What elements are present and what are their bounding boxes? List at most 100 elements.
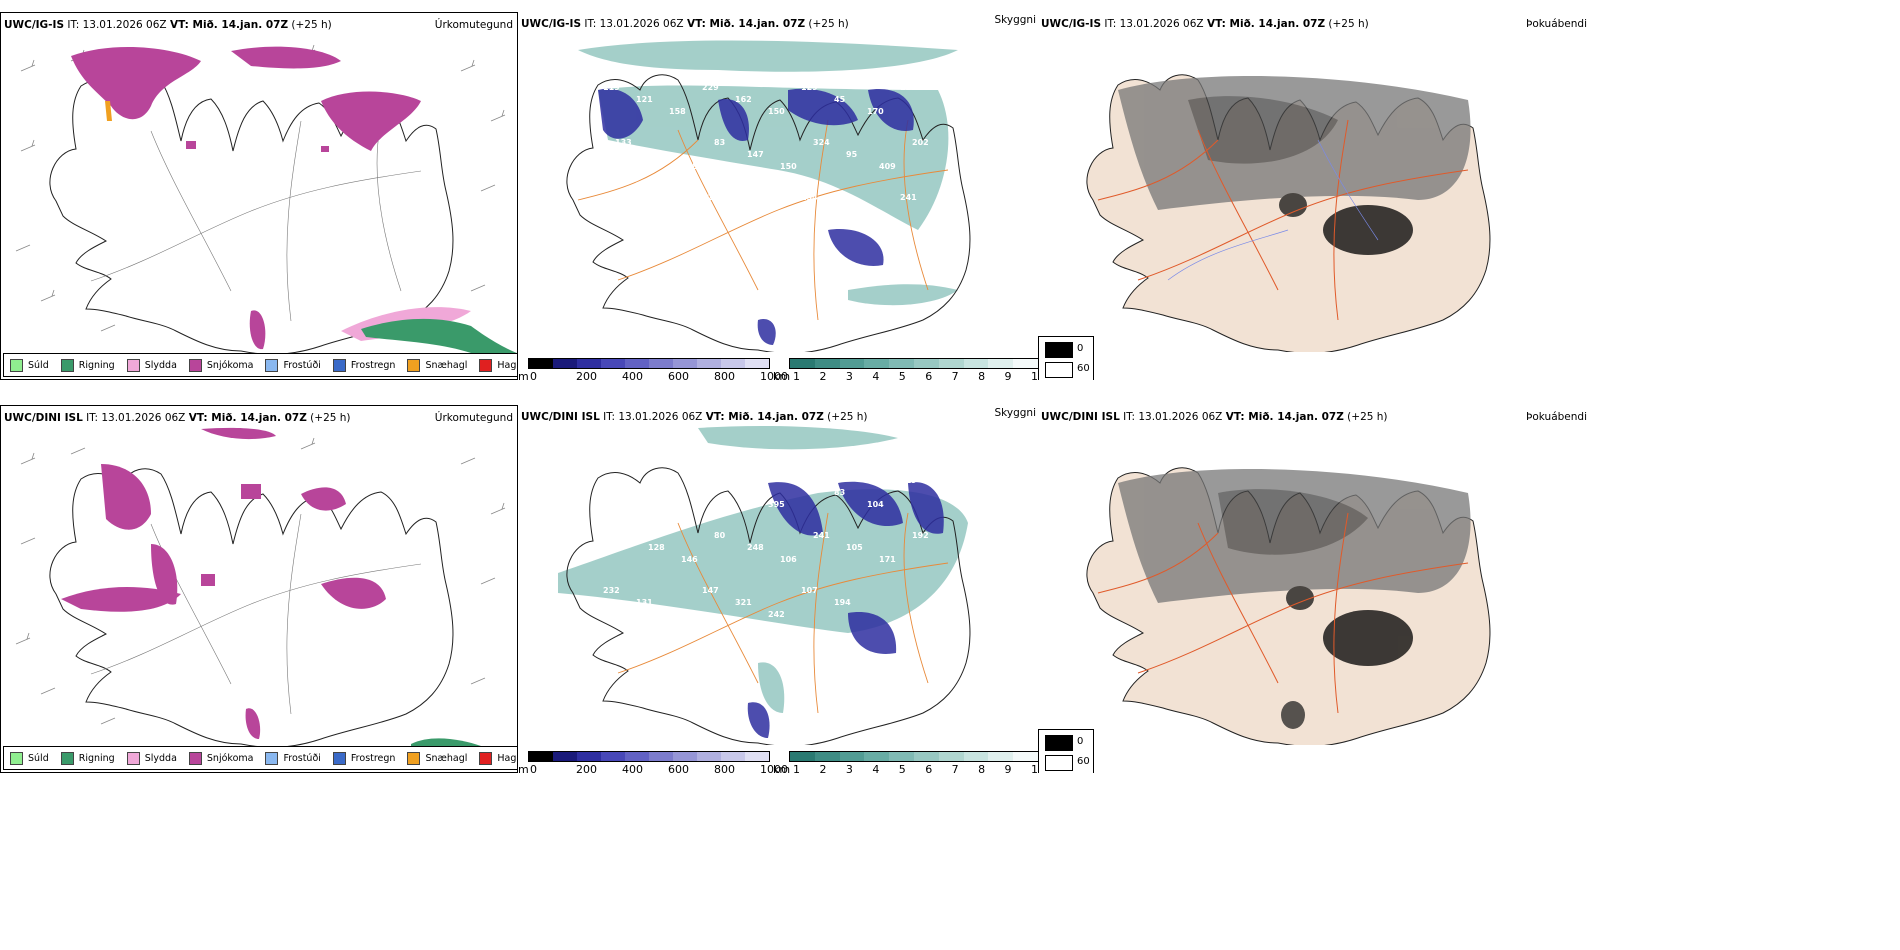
cloud-map: 116 174 133 170 124 395 80 83 104 119 121 128 146 80 2… (558, 426, 971, 745)
cloud-base-areas (747, 481, 944, 738)
cloud-base-label: 248 (747, 543, 764, 552)
cloud-base-label: 174 (636, 488, 653, 497)
colorbar-step (577, 752, 601, 761)
cloud-base-label: 45 (834, 95, 846, 104)
valid-time: VT: Mið. 14.jan. 07Z (705, 411, 824, 423)
dew-map (1086, 467, 1491, 745)
lead-time: (+25 h) (310, 412, 351, 424)
legend-swatch (407, 358, 421, 372)
colorbar-step (745, 359, 769, 368)
legend-swatch (479, 751, 493, 765)
colorbar-tick: 0 (530, 763, 537, 773)
cloud-base-label: 147 (702, 586, 719, 595)
road-lines (90, 513, 422, 715)
cloud-base-colorbar: m 0 200 400 600 800 1000 (518, 751, 788, 773)
visibility-colorbar: km 1 2 3 4 5 6 7 8 9 10 (773, 751, 1038, 773)
legend-label: Snæhagl (425, 359, 468, 371)
legend-label: Slydda (144, 359, 177, 371)
legend-swatch (407, 751, 421, 765)
colorbar-tick: 400 (622, 370, 643, 380)
cloud-base-label: 202 (912, 138, 929, 147)
legend-item: Súld (10, 358, 49, 372)
colorbar-tick: 9 (1004, 370, 1012, 380)
roads (1097, 119, 1469, 321)
legend-swatch (10, 751, 23, 765)
colorbar-tick: 4 (872, 763, 880, 773)
cloud-panel-top: UWC/IG-IS IT: 13.01.2026 06Z VT: Mið. 14… (518, 12, 1038, 380)
legend-label: Haglél (497, 359, 517, 371)
colorbar-step (839, 359, 865, 368)
fog-key-low-swatch (1045, 755, 1073, 771)
cloud-base-label: 124 (735, 488, 752, 497)
cloud-base-label: 121 (615, 531, 632, 540)
legend-swatch (188, 358, 202, 372)
colorbar-step (839, 752, 865, 761)
lead-time: (+25 h) (1328, 18, 1369, 30)
colorbar-tick: 10 (1031, 370, 1038, 380)
colorbar-step (577, 359, 601, 368)
init-time: IT: 13.01.2026 06Z (603, 411, 703, 423)
colorbar-step (697, 359, 721, 368)
lead-time: (+25 h) (827, 411, 868, 423)
cloud-base-label: 119 (900, 476, 917, 485)
model-name: UWC/IG-IS (4, 19, 65, 31)
colorbar-tick: 2 (819, 763, 827, 773)
legend-swatch (265, 751, 279, 765)
legend-label: Rigning (78, 359, 115, 371)
dew-panel-top: UWC/IG-IS IT: 13.01.2026 06Z VT: Mið. 14… (1038, 12, 1898, 380)
legend-swatch (188, 751, 202, 765)
legend-swatch (265, 358, 279, 372)
legend-swatch (479, 358, 493, 372)
colorbar-tick: 4 (872, 370, 880, 380)
colorbar-tick: 7 (951, 763, 959, 773)
cloud-base-label: 476 (669, 217, 686, 226)
precip-map (15, 44, 517, 353)
colorbar-tick: 1 (793, 763, 800, 773)
lead-time: (+25 h) (1347, 411, 1388, 423)
colorbar-step (625, 359, 649, 368)
colorbar-step (529, 752, 553, 761)
colorbar-tick: 9 (1004, 763, 1012, 773)
cloud-base-label: 121 (636, 95, 653, 104)
cloud-base-label: 510 (669, 610, 686, 619)
roads (577, 119, 949, 321)
legend-item: Rigning (60, 751, 115, 765)
dew-map (1086, 74, 1491, 352)
panel-title: Skyggni (994, 407, 1037, 419)
cloud-base-label: 80 (801, 476, 813, 485)
colorbar-step (913, 752, 939, 761)
colorbar-tick: 1 (793, 370, 800, 380)
cloud-base-label: 83 (714, 138, 725, 147)
rain-areas (361, 318, 517, 353)
colorbar-tick: 1000 (760, 370, 788, 380)
colorbar-step (721, 359, 745, 368)
legend-item: Slydda (126, 751, 177, 765)
base-unit: m (518, 370, 529, 380)
init-time: IT: 13.01.2026 06Z (67, 19, 167, 31)
colorbar-step (745, 752, 769, 761)
cloud-base-labels: 116 174 133 170 124 395 80 83 104 119 121 128 146 80 2… (603, 476, 929, 619)
model-name: UWC/DINI ISL (4, 412, 83, 424)
cloud-base-label: 324 (813, 138, 830, 147)
legend-item: Snæhagl (407, 751, 467, 765)
colorbar-step (553, 359, 577, 368)
legend-item: Súld (10, 751, 49, 765)
vis-unit: km (773, 370, 791, 380)
cloud-base-label: 133 (615, 138, 632, 147)
cloud-base-label: 158 (669, 107, 686, 116)
precip-legend: Súld Rigning Slydda Snjókoma Frostúði Frostre… (3, 746, 517, 770)
fog-shading (1118, 76, 1471, 255)
colorbar-step (721, 752, 745, 761)
fog-key-high-swatch (1045, 342, 1073, 358)
legend-label: Súld (28, 752, 49, 764)
legend-item: Haglél (479, 751, 517, 765)
colorbar-tick: 8 (978, 763, 986, 773)
cloud-base-label: 194 (834, 598, 851, 607)
valid-time: VT: Mið. 14.jan. 07Z (1225, 411, 1344, 423)
cloud-base-label: 241 (813, 531, 830, 540)
panel-title: Úrkomutegund (434, 19, 513, 31)
panel-header: UWC/DINI ISL IT: 13.01.2026 06Z VT: Mið.… (1041, 411, 1388, 423)
cloud-base-label: 105 (846, 543, 863, 552)
cloud-base-label: 131 (636, 598, 653, 607)
panel-header: UWC/IG-IS IT: 13.01.2026 06Z VT: Mið. 14… (4, 19, 332, 31)
